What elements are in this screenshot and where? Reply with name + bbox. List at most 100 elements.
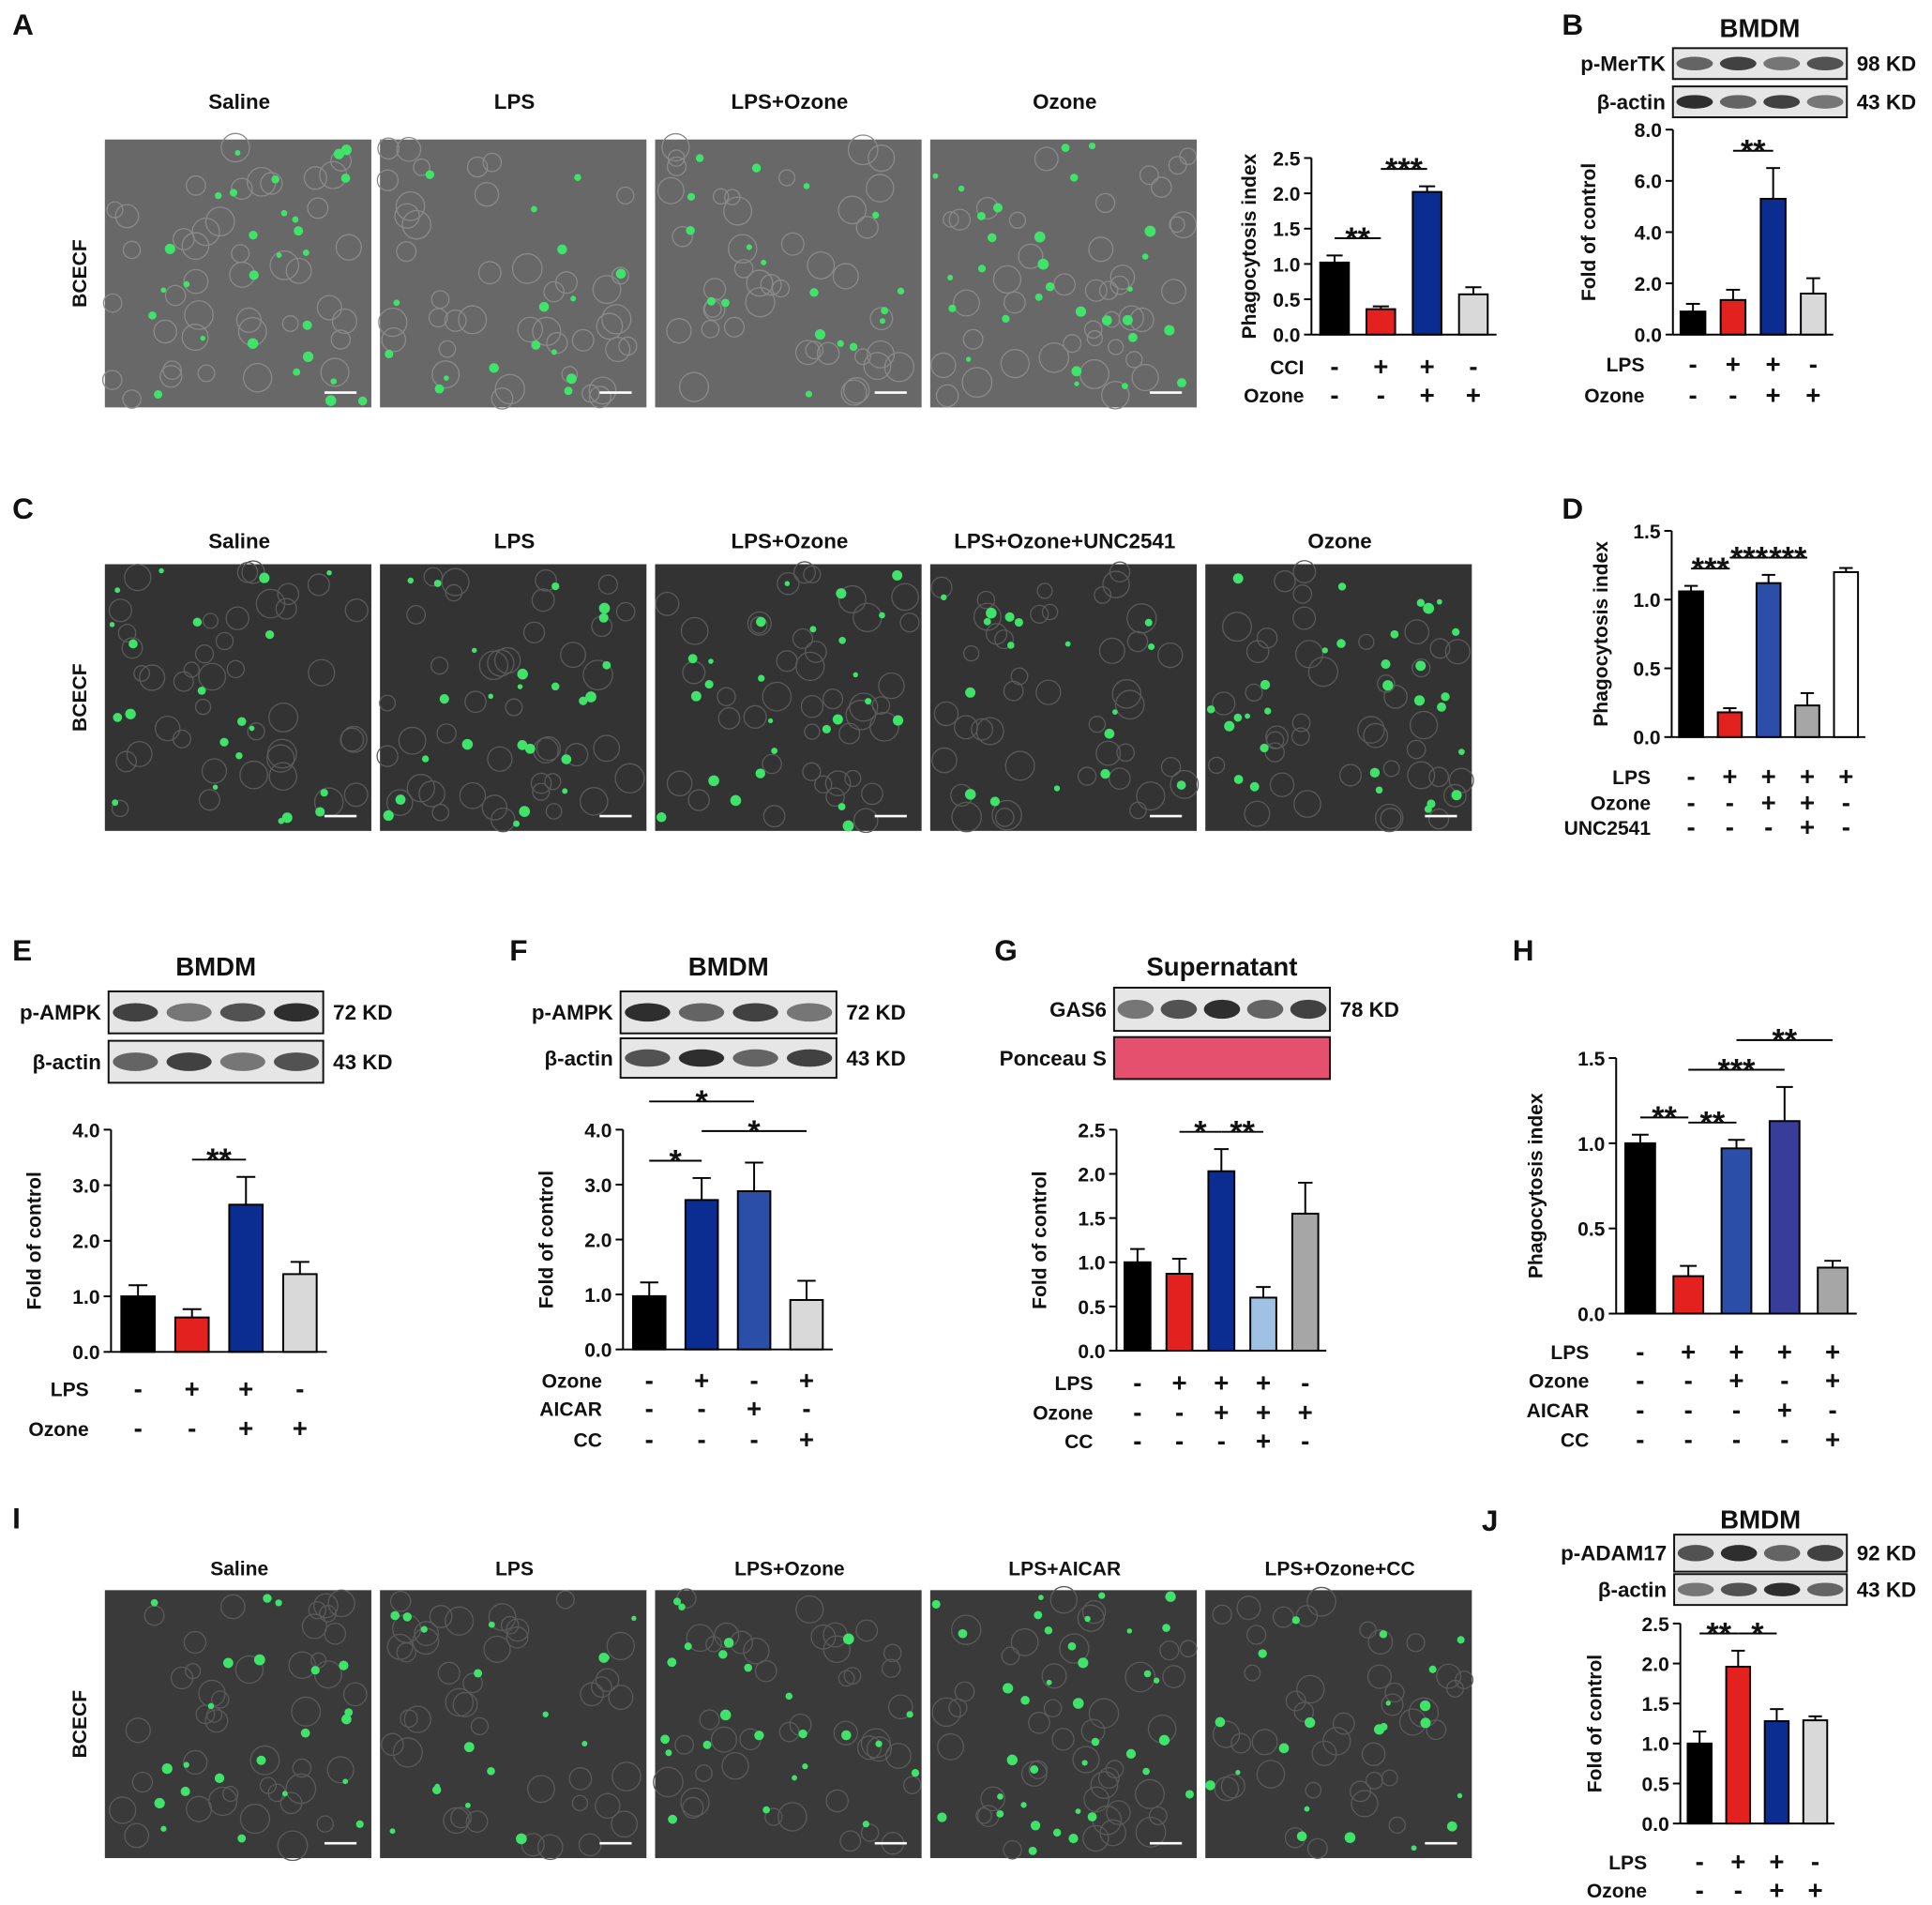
bar xyxy=(1833,570,1860,738)
cell xyxy=(131,1771,154,1793)
cell xyxy=(933,701,959,727)
significance-label: * xyxy=(1194,1115,1207,1151)
significance-label: ** xyxy=(1772,1023,1797,1059)
green-dot xyxy=(434,1783,440,1790)
cell xyxy=(1351,1790,1379,1818)
green-dot xyxy=(1457,1636,1465,1644)
green-dot xyxy=(434,384,445,394)
green-dot xyxy=(538,301,550,312)
cell xyxy=(483,1635,511,1663)
condition-sign: + xyxy=(1681,1338,1696,1367)
condition-name: UNC2541 xyxy=(1564,818,1652,839)
cell xyxy=(1116,743,1136,763)
green-dot xyxy=(838,636,846,644)
cell xyxy=(544,773,562,791)
green-dot xyxy=(517,668,528,680)
cell xyxy=(618,336,638,356)
blot-band xyxy=(1806,1582,1844,1596)
cell xyxy=(114,204,140,229)
cell xyxy=(521,1833,545,1857)
cell xyxy=(1306,1837,1328,1859)
blot-title: BMDM xyxy=(175,952,256,981)
green-dot xyxy=(433,580,442,587)
cell xyxy=(824,770,852,796)
cell xyxy=(1212,691,1236,716)
green-dot xyxy=(519,806,531,817)
green-dot xyxy=(1385,1701,1391,1706)
green-dot xyxy=(881,307,888,315)
green-dot xyxy=(1020,1695,1030,1705)
condition-sign: - xyxy=(188,1414,196,1443)
cell xyxy=(111,799,129,818)
condition-sign: - xyxy=(1689,350,1698,379)
blot-band xyxy=(1677,1545,1714,1562)
cell xyxy=(728,234,758,264)
cell xyxy=(1442,783,1467,808)
green-dot xyxy=(1070,174,1079,182)
green-dot xyxy=(1127,286,1133,292)
significance-label: ** xyxy=(1345,221,1370,257)
cell xyxy=(279,1792,303,1815)
green-dot xyxy=(792,1775,797,1781)
green-dot xyxy=(326,569,332,576)
cell xyxy=(185,174,206,196)
cell xyxy=(102,293,123,313)
cell xyxy=(760,274,782,296)
condition-sign: - xyxy=(1686,812,1695,841)
y-tick-label: 1.0 xyxy=(1642,1734,1669,1756)
cell xyxy=(532,782,551,801)
green-dot xyxy=(407,577,415,584)
cell xyxy=(1293,790,1321,818)
cell xyxy=(555,1590,575,1610)
blot-band xyxy=(1290,999,1327,1020)
y-tick-label: 2.0 xyxy=(1635,274,1662,295)
y-tick-label: 1.5 xyxy=(1633,522,1661,543)
condition-sign: - xyxy=(1689,380,1698,409)
cell xyxy=(543,280,565,303)
condition-sign: - xyxy=(1330,352,1338,381)
cell xyxy=(268,702,299,733)
condition-sign: - xyxy=(1696,1875,1704,1904)
cell xyxy=(592,275,622,305)
condition-sign: + xyxy=(1769,1847,1784,1876)
green-dot xyxy=(1458,748,1465,756)
green-dot xyxy=(342,1778,349,1785)
cell xyxy=(1269,772,1295,797)
condition-sign: - xyxy=(1636,1425,1644,1454)
cell xyxy=(1088,236,1114,263)
cell xyxy=(1160,756,1182,778)
condition-name: Ozone xyxy=(1591,793,1651,814)
cell xyxy=(326,1756,355,1784)
image-label: LPS+Ozone xyxy=(731,529,848,552)
cell xyxy=(1357,716,1385,744)
condition-sign: - xyxy=(1811,1847,1819,1876)
cell xyxy=(805,641,827,663)
green-dot xyxy=(631,1615,637,1621)
cell xyxy=(220,132,250,163)
cell xyxy=(695,1764,713,1782)
cell xyxy=(666,770,693,797)
green-dot xyxy=(762,1806,770,1814)
cell xyxy=(1428,766,1450,788)
cell xyxy=(800,694,824,718)
green-dot xyxy=(723,1638,734,1648)
green-dot xyxy=(1072,1698,1084,1709)
cell xyxy=(902,1776,922,1794)
green-dot xyxy=(1038,1595,1044,1600)
green-dot xyxy=(300,1728,310,1738)
significance-label: *** xyxy=(1730,540,1769,576)
cell xyxy=(833,1720,859,1746)
cell xyxy=(431,360,460,389)
y-axis-label: Fold of control xyxy=(1030,1172,1051,1309)
green-dot xyxy=(421,755,430,763)
green-dot xyxy=(879,318,886,325)
green-dot xyxy=(1091,1737,1100,1746)
cell xyxy=(1292,606,1317,630)
panel-letter: J xyxy=(1482,1504,1499,1537)
cell xyxy=(340,725,368,753)
condition-sign: - xyxy=(1686,788,1695,817)
blot-label: β-actin xyxy=(545,1047,613,1070)
bar xyxy=(1686,1742,1713,1825)
condition-name: LPS xyxy=(1607,355,1645,376)
cell xyxy=(494,373,526,405)
